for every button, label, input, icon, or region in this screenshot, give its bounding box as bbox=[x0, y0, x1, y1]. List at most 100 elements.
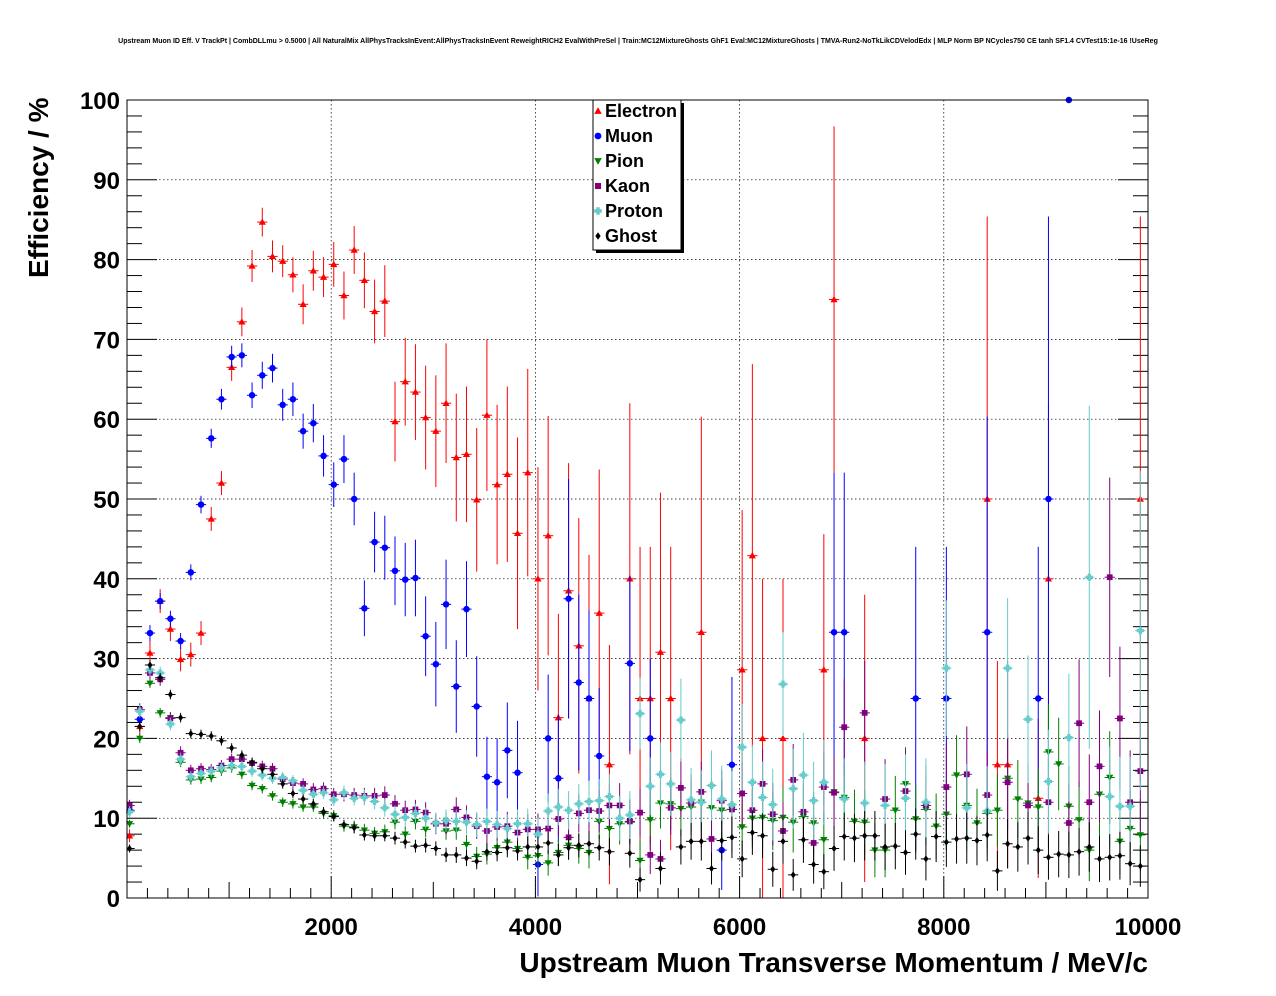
data-point bbox=[216, 762, 227, 774]
point-marker bbox=[443, 851, 449, 859]
legend-entry: Proton bbox=[594, 201, 663, 221]
point-marker bbox=[289, 271, 297, 278]
point-marker bbox=[524, 469, 532, 476]
point-marker bbox=[167, 615, 174, 622]
point-marker bbox=[636, 857, 644, 865]
data-point bbox=[992, 850, 1003, 891]
point-marker bbox=[125, 832, 134, 839]
data-point bbox=[583, 830, 595, 857]
data-point bbox=[522, 836, 533, 858]
point-marker bbox=[452, 453, 460, 461]
data-point bbox=[349, 822, 360, 834]
data-point bbox=[777, 632, 789, 737]
point-marker bbox=[381, 804, 389, 812]
data-point bbox=[440, 343, 452, 464]
data-point bbox=[369, 793, 380, 810]
data-point bbox=[410, 839, 421, 853]
point-marker bbox=[238, 771, 246, 778]
point-marker bbox=[810, 797, 818, 805]
point-marker bbox=[493, 820, 501, 829]
point-marker bbox=[187, 651, 195, 658]
data-point bbox=[338, 819, 350, 830]
point-marker bbox=[340, 291, 348, 299]
data-point bbox=[828, 756, 840, 829]
x-axis-title: Upstream Muon Transverse Momentum / MeV/… bbox=[519, 947, 1148, 978]
point-marker bbox=[289, 801, 297, 808]
data-point bbox=[543, 674, 554, 803]
data-point bbox=[226, 743, 237, 753]
point-marker bbox=[248, 262, 256, 269]
point-marker bbox=[157, 674, 163, 682]
data-point bbox=[828, 472, 840, 792]
y-tick-label: 20 bbox=[93, 726, 120, 753]
point-marker bbox=[137, 722, 143, 731]
y-tick-label: 70 bbox=[93, 327, 120, 354]
point-marker bbox=[402, 838, 408, 846]
data-point bbox=[134, 704, 145, 718]
point-marker bbox=[770, 865, 776, 873]
data-point bbox=[246, 382, 258, 409]
point-marker bbox=[964, 834, 970, 842]
point-marker bbox=[515, 847, 521, 855]
point-marker bbox=[177, 637, 184, 645]
point-marker bbox=[698, 837, 704, 845]
point-marker bbox=[330, 260, 338, 268]
data-point bbox=[308, 787, 319, 801]
point-marker bbox=[299, 300, 307, 307]
y-axis-title: Efficiency / % bbox=[23, 97, 54, 278]
point-marker bbox=[1035, 846, 1041, 854]
point-marker bbox=[229, 744, 235, 752]
data-point bbox=[563, 835, 574, 860]
point-marker bbox=[269, 765, 276, 772]
data-point bbox=[318, 435, 329, 477]
point-marker bbox=[821, 868, 827, 876]
point-marker bbox=[1024, 715, 1032, 723]
data-point bbox=[798, 732, 809, 818]
data-point bbox=[216, 388, 227, 410]
data-point bbox=[1094, 710, 1105, 823]
point-marker bbox=[728, 801, 736, 809]
point-marker bbox=[667, 694, 675, 702]
data-point bbox=[461, 810, 472, 835]
point-marker bbox=[381, 297, 389, 304]
point-marker bbox=[647, 735, 654, 742]
y-tick-label: 100 bbox=[80, 88, 120, 115]
data-point bbox=[1033, 826, 1044, 875]
point-marker bbox=[350, 794, 358, 802]
point-marker bbox=[462, 818, 471, 826]
y-tick-label: 80 bbox=[93, 248, 120, 275]
point-marker bbox=[820, 837, 828, 844]
data-point bbox=[522, 368, 533, 577]
data-point bbox=[665, 751, 676, 816]
point-marker bbox=[627, 849, 633, 857]
point-marker bbox=[340, 455, 348, 463]
point-marker bbox=[483, 411, 491, 418]
point-marker bbox=[933, 832, 939, 841]
data-point bbox=[155, 593, 166, 610]
data-point bbox=[379, 265, 390, 338]
point-marker bbox=[146, 649, 154, 656]
data-point bbox=[1043, 729, 1054, 834]
data-point bbox=[563, 791, 574, 830]
data-point bbox=[890, 822, 901, 870]
data-point bbox=[144, 660, 156, 670]
data-point bbox=[685, 822, 697, 860]
point-marker bbox=[248, 767, 256, 775]
point-marker bbox=[739, 855, 745, 863]
data-point bbox=[165, 717, 176, 731]
data-point bbox=[267, 769, 278, 780]
data-point bbox=[144, 678, 156, 689]
point-marker bbox=[1117, 852, 1123, 860]
point-marker bbox=[392, 834, 398, 842]
point-marker bbox=[178, 714, 184, 722]
point-marker bbox=[483, 817, 491, 825]
point-marker bbox=[319, 273, 328, 280]
point-marker bbox=[861, 709, 868, 716]
data-point bbox=[359, 789, 370, 806]
point-marker bbox=[585, 695, 593, 702]
point-marker bbox=[534, 575, 542, 582]
data-point bbox=[604, 838, 615, 866]
data-point bbox=[573, 783, 584, 824]
point-marker bbox=[1137, 862, 1143, 870]
point-marker bbox=[452, 817, 460, 825]
